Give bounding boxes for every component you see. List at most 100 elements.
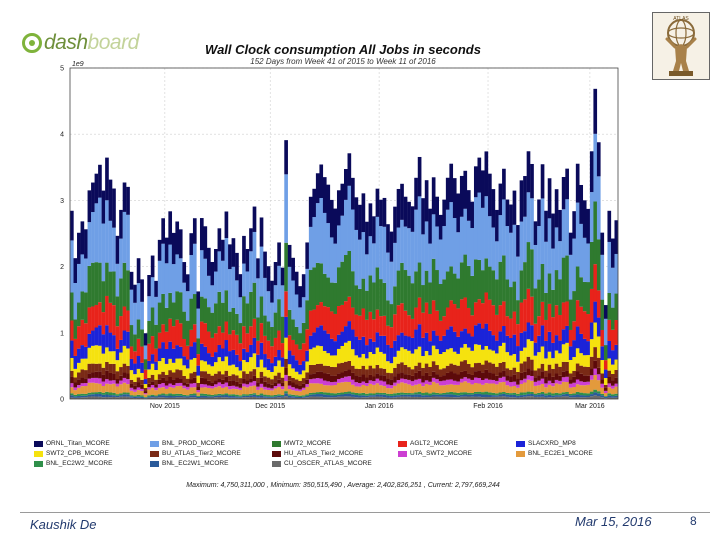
bar-segment-BNL_EC2E1_MCORE (561, 381, 566, 393)
bar-segment-AGLT2_MCORE (221, 332, 225, 349)
bar-segment-SWT2_CPB_MCORE (533, 355, 538, 371)
bar-segment-SWT2_CPB_MCORE (203, 361, 208, 372)
bar-segment-UTA_SWT2_MCORE (484, 378, 489, 384)
chart-subtitle: 152 Days from Week 41 of 2015 to Week 11… (250, 57, 436, 66)
bar-segment-AGLT2_MCORE (315, 305, 320, 328)
bar-segment-BNL_PROD_MCORE (101, 223, 106, 282)
bar-segment-AGLT2_MCORE (301, 343, 306, 362)
bar-segment-AGLT2_MCORE (273, 337, 278, 357)
bar-segment-ORNL_Titan_MCORE (449, 163, 454, 203)
bar-segment-BNL_EC2E1_MCORE (558, 384, 562, 394)
bar-segment-HU_ATLAS_Tier2_MCORE (502, 370, 506, 377)
bar-segment-BNL_PROD_MCORE (558, 241, 562, 280)
bar-segment-AGLT2_MCORE (586, 314, 591, 342)
bar-segment-HU_ATLAS_Tier2_MCORE (421, 375, 425, 383)
legend-swatch (34, 460, 43, 467)
bar-segment-BNL_EC2E1_MCORE (586, 384, 591, 394)
bar-segment-BNL_EC2E1_MCORE (129, 390, 134, 396)
bar-segment-SLACXRD_MP8 (544, 340, 548, 359)
bar-segment-HU_ATLAS_Tier2_MCORE (379, 375, 383, 381)
bar-segment-SLACXRD_MP8 (182, 356, 187, 366)
bar-segment-SLACXRD_MP8 (344, 326, 348, 343)
bar-segment-BNL_PROD_MCORE (428, 243, 432, 283)
bar-segment-SWT2_CPB_MCORE (344, 342, 348, 362)
bar-segment-SLACXRD_MP8 (119, 339, 123, 353)
bar-segment-SLACXRD_MP8 (199, 343, 204, 361)
bar-segment-BNL_EC2E1_MCORE (354, 386, 359, 393)
bar-segment-BNL_EC2W2_MCORE (396, 392, 401, 396)
bar-segment-UTA_SWT2_MCORE (287, 385, 292, 390)
bar-stack-day-55 (263, 251, 267, 399)
bar-stack-day-83 (361, 193, 366, 399)
bar-segment-BNL_EC2W1_MCORE (210, 396, 215, 398)
bar-segment-ORNL_Titan_MCORE (221, 239, 225, 261)
bar-segment-AGLT2_MCORE (277, 330, 281, 351)
bar-segment-BNL_EC2W2_MCORE (196, 395, 201, 397)
bar-segment-AGLT2_MCORE (294, 344, 299, 361)
bar-segment-BU_ATLAS_Tier2_MCORE (431, 361, 436, 372)
bar-segment-AGLT2_MCORE (140, 346, 144, 363)
bar-segment-MWT2_MCORE (329, 282, 334, 312)
bar-segment-SLACXRD_MP8 (575, 326, 580, 349)
bar-segment-ORNL_Titan_MCORE (481, 170, 485, 208)
bar-segment-SLACXRD_MP8 (473, 325, 478, 345)
bar-segment-UTA_SWT2_MCORE (382, 381, 387, 387)
bar-segment-MWT2_MCORE (287, 309, 292, 336)
bar-segment-BU_ATLAS_Tier2_MCORE (168, 370, 173, 378)
bar-segment-ORNL_Titan_MCORE (192, 218, 197, 244)
bar-segment-SLACXRD_MP8 (143, 379, 148, 385)
bar-segment-HU_ATLAS_Tier2_MCORE (203, 378, 208, 385)
bar-segment-CU_OSCER_ATLAS_MCORE (414, 396, 418, 399)
bar-segment-BNL_EC2W1_MCORE (393, 395, 397, 398)
bar-segment-SLACXRD_MP8 (312, 332, 317, 348)
bar-segment-BNL_EC2W1_MCORE (516, 395, 520, 398)
bar-segment-BU_ATLAS_Tier2_MCORE (565, 361, 569, 371)
bar-segment-UTA_SWT2_MCORE (333, 381, 338, 386)
bar-segment-BNL_EC2W2_MCORE (70, 393, 74, 396)
bar-segment-BU_ATLAS_Tier2_MCORE (365, 369, 369, 378)
bar-segment-ORNL_Titan_MCORE (112, 188, 116, 228)
bar-segment-HU_ATLAS_Tier2_MCORE (133, 385, 137, 390)
bar-segment-CU_OSCER_ATLAS_MCORE (477, 396, 482, 399)
bar-segment-BU_ATLAS_Tier2_MCORE (400, 362, 404, 373)
bar-segment-BNL_EC2W1_MCORE (101, 394, 106, 398)
bar-segment-BU_ATLAS_Tier2_MCORE (466, 363, 471, 374)
bar-segment-ORNL_Titan_MCORE (84, 229, 88, 259)
bar-segment-MWT2_MCORE (154, 324, 158, 349)
bar-segment-BU_ATLAS_Tier2_MCORE (407, 367, 411, 375)
bar-segment-BNL_EC2E1_MCORE (224, 386, 229, 394)
bar-stack-day-67 (305, 242, 310, 399)
bar-segment-CU_OSCER_ATLAS_MCORE (101, 397, 106, 399)
bar-segment-BU_ATLAS_Tier2_MCORE (354, 368, 359, 376)
bar-segment-BNL_EC2W2_MCORE (291, 394, 295, 397)
bar-segment-BNL_EC2E1_MCORE (421, 386, 425, 394)
bar-segment-MWT2_MCORE (456, 278, 461, 309)
bar-segment-CU_OSCER_ATLAS_MCORE (150, 397, 155, 399)
bar-segment-AGLT2_MCORE (266, 340, 271, 359)
bar-segment-AGLT2_MCORE (386, 325, 390, 345)
bar-segment-CU_OSCER_ATLAS_MCORE (344, 396, 348, 399)
bar-stack-day-78 (344, 169, 348, 399)
bar-segment-SWT2_CPB_MCORE (175, 358, 180, 370)
bar-segment-BNL_PROD_MCORE (340, 215, 345, 262)
bar-segment-BNL_EC2W2_MCORE (551, 393, 555, 396)
bar-segment-UTA_SWT2_MCORE (199, 384, 204, 388)
bar-segment-BNL_PROD_MCORE (133, 302, 137, 335)
bar-segment-BNL_EC2W2_MCORE (470, 393, 475, 395)
bar-segment-CU_OSCER_ATLAS_MCORE (105, 397, 109, 399)
bar-segment-CU_OSCER_ATLAS_MCORE (495, 396, 499, 399)
bar-segment-HU_ATLAS_Tier2_MCORE (540, 371, 545, 379)
bar-segment-BNL_PROD_MCORE (273, 285, 278, 313)
bar-segment-UTA_SWT2_MCORE (410, 381, 415, 386)
bar-segment-HU_ATLAS_Tier2_MCORE (101, 374, 106, 382)
bar-segment-HU_ATLAS_Tier2_MCORE (600, 379, 605, 384)
bar-segment-BU_ATLAS_Tier2_MCORE (452, 364, 457, 374)
bar-segment-BNL_EC2E1_MCORE (481, 384, 485, 393)
bar-stack-day-151 (600, 232, 605, 399)
bar-segment-UTA_SWT2_MCORE (284, 374, 288, 382)
bar-segment-HU_ATLAS_Tier2_MCORE (291, 382, 295, 388)
bar-segment-SLACXRD_MP8 (523, 331, 527, 348)
bar-segment-CU_OSCER_ATLAS_MCORE (228, 397, 232, 399)
bar-segment-SWT2_CPB_MCORE (185, 368, 190, 379)
bar-segment-BU_ATLAS_Tier2_MCORE (424, 363, 429, 373)
